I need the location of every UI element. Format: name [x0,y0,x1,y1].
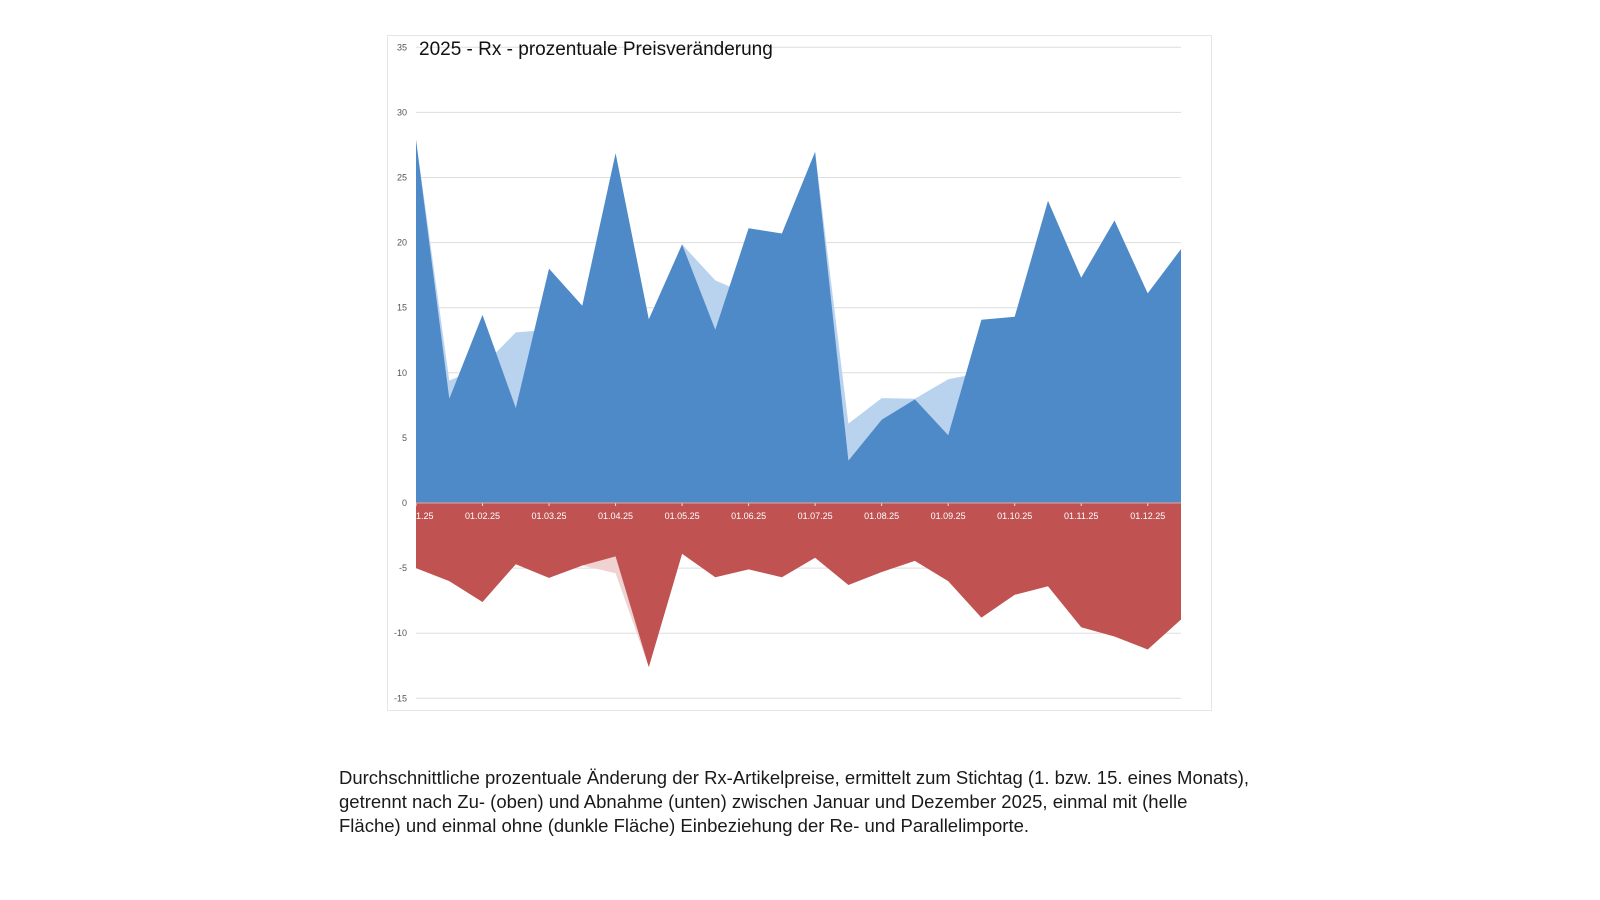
chart-title: 2025 - Rx - prozentuale Preisveränderung [419,39,773,60]
area-series-4 [416,503,1181,668]
chart-frame [387,35,1212,711]
y-tick-label: 5 [402,433,407,443]
y-tick-label: -5 [399,563,407,573]
x-tick-label: 01.06.25 [731,511,766,521]
y-tick-label: -10 [394,628,407,638]
area-series-2 [416,139,1181,503]
x-tick-label: 01.04.25 [598,511,633,521]
figure-caption: Durchschnittliche prozentuale Änderung d… [339,767,1249,836]
y-tick-label: 10 [397,368,407,378]
y-tick-label: 0 [402,498,407,508]
x-tick-label: 01.05.25 [665,511,700,521]
y-tick-label: -15 [394,693,407,703]
x-tick-label: 01.08.25 [864,511,899,521]
area-chart: 35 30 25 20 15 10 5 0 -5 -10 -15 01.01.25 01.02.25 01… [394,39,1181,703]
x-tick-label: 01.10.25 [997,511,1032,521]
x-tick-label: 01.02.25 [465,511,500,521]
x-tick-label: 01.01.25 [398,511,433,521]
y-tick-label: 25 [397,173,407,183]
x-tick-label: 01.07.25 [798,511,833,521]
y-tick-label: 20 [397,238,407,248]
y-tick-label: 30 [397,107,407,117]
x-tick-label: 01.09.25 [931,511,966,521]
x-tick-label: 01.03.25 [532,511,567,521]
x-tick-label: 01.12.25 [1130,511,1165,521]
x-tick-label: 01.11.25 [1064,511,1098,521]
y-tick-label: 15 [397,303,407,313]
y-tick-label: 35 [397,42,407,52]
